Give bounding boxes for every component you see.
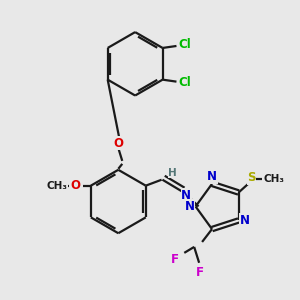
Text: N: N <box>239 214 250 227</box>
Text: N: N <box>182 189 191 202</box>
Text: F: F <box>196 266 204 279</box>
Text: Cl: Cl <box>178 76 191 89</box>
Text: H: H <box>168 168 177 178</box>
Text: O: O <box>113 136 123 150</box>
Text: CH₃: CH₃ <box>47 181 68 191</box>
Text: N: N <box>207 170 217 183</box>
Text: Cl: Cl <box>178 38 191 52</box>
Text: F: F <box>171 253 179 266</box>
Text: CH₃: CH₃ <box>264 174 285 184</box>
Text: N: N <box>184 200 195 213</box>
Text: O: O <box>70 179 80 192</box>
Text: S: S <box>247 171 256 184</box>
